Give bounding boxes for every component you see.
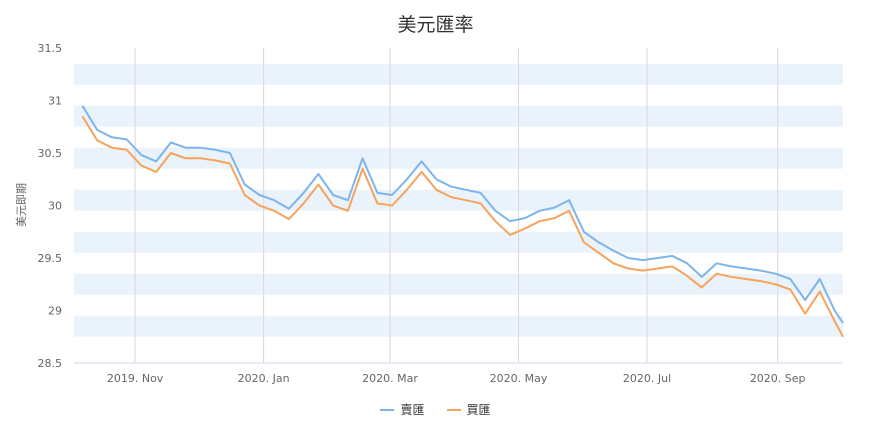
x-tick-label: 2020. May (490, 372, 548, 385)
x-tick-label: 2020. Sep (750, 372, 806, 385)
grid-band (74, 315, 843, 337)
legend-swatch-sell (380, 408, 395, 411)
y-tick-label: 29.5 (38, 252, 63, 265)
x-tick-label: 2019. Nov (107, 372, 164, 385)
grid-band (74, 273, 843, 295)
grid-bands (74, 63, 843, 364)
series-line-sell[interactable] (81, 105, 844, 324)
x-tick-label: 2020. Jul (623, 372, 671, 385)
legend-label-sell: 賣匯 (400, 403, 425, 417)
y-axis-ticks: 28.5 29 29.5 30 30.5 31 31.5 (38, 42, 63, 370)
legend-item-sell[interactable]: 賣匯 (380, 401, 425, 418)
grid-band (74, 105, 843, 127)
legend-item-buy[interactable]: 買匯 (446, 401, 491, 418)
series-lines (81, 105, 844, 338)
y-tick-label: 28.5 (38, 357, 63, 370)
legend-swatch-buy (446, 408, 461, 411)
y-tick-label: 30 (48, 200, 62, 213)
y-axis-label: 美元即期 (15, 183, 28, 227)
grid-band (74, 63, 843, 85)
x-tick-label: 2020. Mar (362, 372, 418, 385)
grid-band (74, 147, 843, 169)
y-tick-label: 29 (48, 305, 62, 318)
legend-label-buy: 買匯 (466, 403, 491, 417)
legend: 賣匯 買匯 (0, 401, 871, 418)
grid-band (74, 189, 843, 211)
x-tick-label: 2020. Jan (238, 372, 290, 385)
y-tick-label: 30.5 (38, 147, 63, 160)
x-axis-ticks: 2019. Nov 2020. Jan 2020. Mar 2020. May 2020… (107, 372, 806, 385)
y-tick-label: 31.5 (38, 42, 63, 55)
y-tick-label: 31 (48, 95, 62, 108)
grid-band (74, 231, 843, 253)
line-chart: 28.5 29 29.5 30 30.5 31 31.5 2019. Nov 2020. Ja… (15, 42, 844, 385)
series-line-buy[interactable] (81, 115, 844, 338)
chart-title: 美元匯率 (397, 14, 474, 36)
